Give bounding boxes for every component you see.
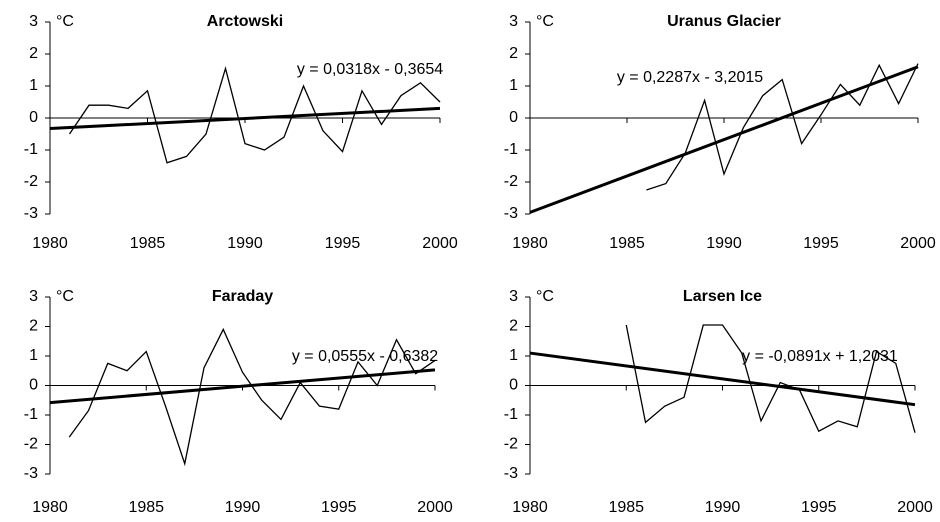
y-tick-label: 1 <box>509 77 518 94</box>
y-tick-label: 2 <box>509 318 518 335</box>
x-tick-label: 2000 <box>422 235 458 252</box>
x-tick-label: 2000 <box>900 235 936 252</box>
chart-title: Arctowski <box>207 13 283 30</box>
trend-line <box>529 351 916 407</box>
y-tick-label: -2 <box>24 436 38 453</box>
y-tick-label: 3 <box>29 13 38 30</box>
y-tick-label: 0 <box>509 109 518 126</box>
y-tick-label: -1 <box>504 406 518 423</box>
x-tick-label: 1995 <box>803 235 839 252</box>
x-tick-label: 1990 <box>227 235 263 252</box>
data-line <box>646 63 919 191</box>
x-tick-label: 1995 <box>325 235 361 252</box>
y-tick-label: 0 <box>509 377 518 394</box>
x-tick-label: 1980 <box>32 499 68 516</box>
y-tick-label: -2 <box>504 436 518 453</box>
y-tick-label: -3 <box>504 465 518 482</box>
y-tick-label: -1 <box>24 141 38 158</box>
y-tick-label: -2 <box>24 173 38 190</box>
y-tick-label: 0 <box>29 109 38 126</box>
y-tick-label: -2 <box>504 173 518 190</box>
y-axis-label: °C <box>56 288 74 305</box>
y-tick-label: -3 <box>504 205 518 222</box>
trend-line <box>529 65 919 214</box>
x-tick-label: 1985 <box>128 499 164 516</box>
x-tick-label: 2000 <box>897 499 933 516</box>
y-tick-label: 1 <box>29 77 38 94</box>
y-tick-label: 1 <box>509 347 518 364</box>
x-tick-label: 1985 <box>130 235 166 252</box>
x-tick-label: 1990 <box>705 499 741 516</box>
data-line <box>625 324 916 433</box>
x-tick-label: 1995 <box>321 499 357 516</box>
y-tick-label: 2 <box>29 318 38 335</box>
y-tick-label: -3 <box>24 205 38 222</box>
x-tick-label: 1985 <box>608 499 644 516</box>
x-tick-label: 1980 <box>512 499 548 516</box>
y-tick-label: -3 <box>24 465 38 482</box>
y-tick-label: 2 <box>29 45 38 62</box>
equation: y = 0,0555x - 0,6382 <box>292 348 438 365</box>
x-tick-label: 1990 <box>225 499 261 516</box>
y-tick-label: 1 <box>29 347 38 364</box>
equation: y = -0,0891x + 1,2031 <box>742 348 898 365</box>
trend-line <box>49 106 441 131</box>
y-tick-label: 3 <box>509 13 518 30</box>
trend-line <box>49 368 436 405</box>
x-tick-label: 1980 <box>512 235 548 252</box>
y-tick-label: 0 <box>29 377 38 394</box>
y-tick-label: 3 <box>509 288 518 305</box>
chart-title: Faraday <box>212 288 273 305</box>
x-tick-label: 1985 <box>609 235 645 252</box>
x-tick-label: 2000 <box>417 499 453 516</box>
y-axis-label: °C <box>536 288 554 305</box>
y-axis-label: °C <box>536 13 554 30</box>
y-tick-label: 2 <box>509 45 518 62</box>
equation: y = 0,0318x - 0,3654 <box>297 61 443 78</box>
x-tick-label: 1995 <box>801 499 837 516</box>
chart-title: Larsen Ice <box>683 288 762 305</box>
x-tick-label: 1990 <box>706 235 742 252</box>
data-line <box>68 65 441 164</box>
y-tick-label: 3 <box>29 288 38 305</box>
equation: y = 0,2287x - 3,2015 <box>617 69 763 86</box>
y-tick-label: -1 <box>24 406 38 423</box>
x-tick-label: 1980 <box>32 235 68 252</box>
y-tick-label: -1 <box>504 141 518 158</box>
y-axis-label: °C <box>56 13 74 30</box>
chart-title: Uranus Glacier <box>667 13 781 30</box>
